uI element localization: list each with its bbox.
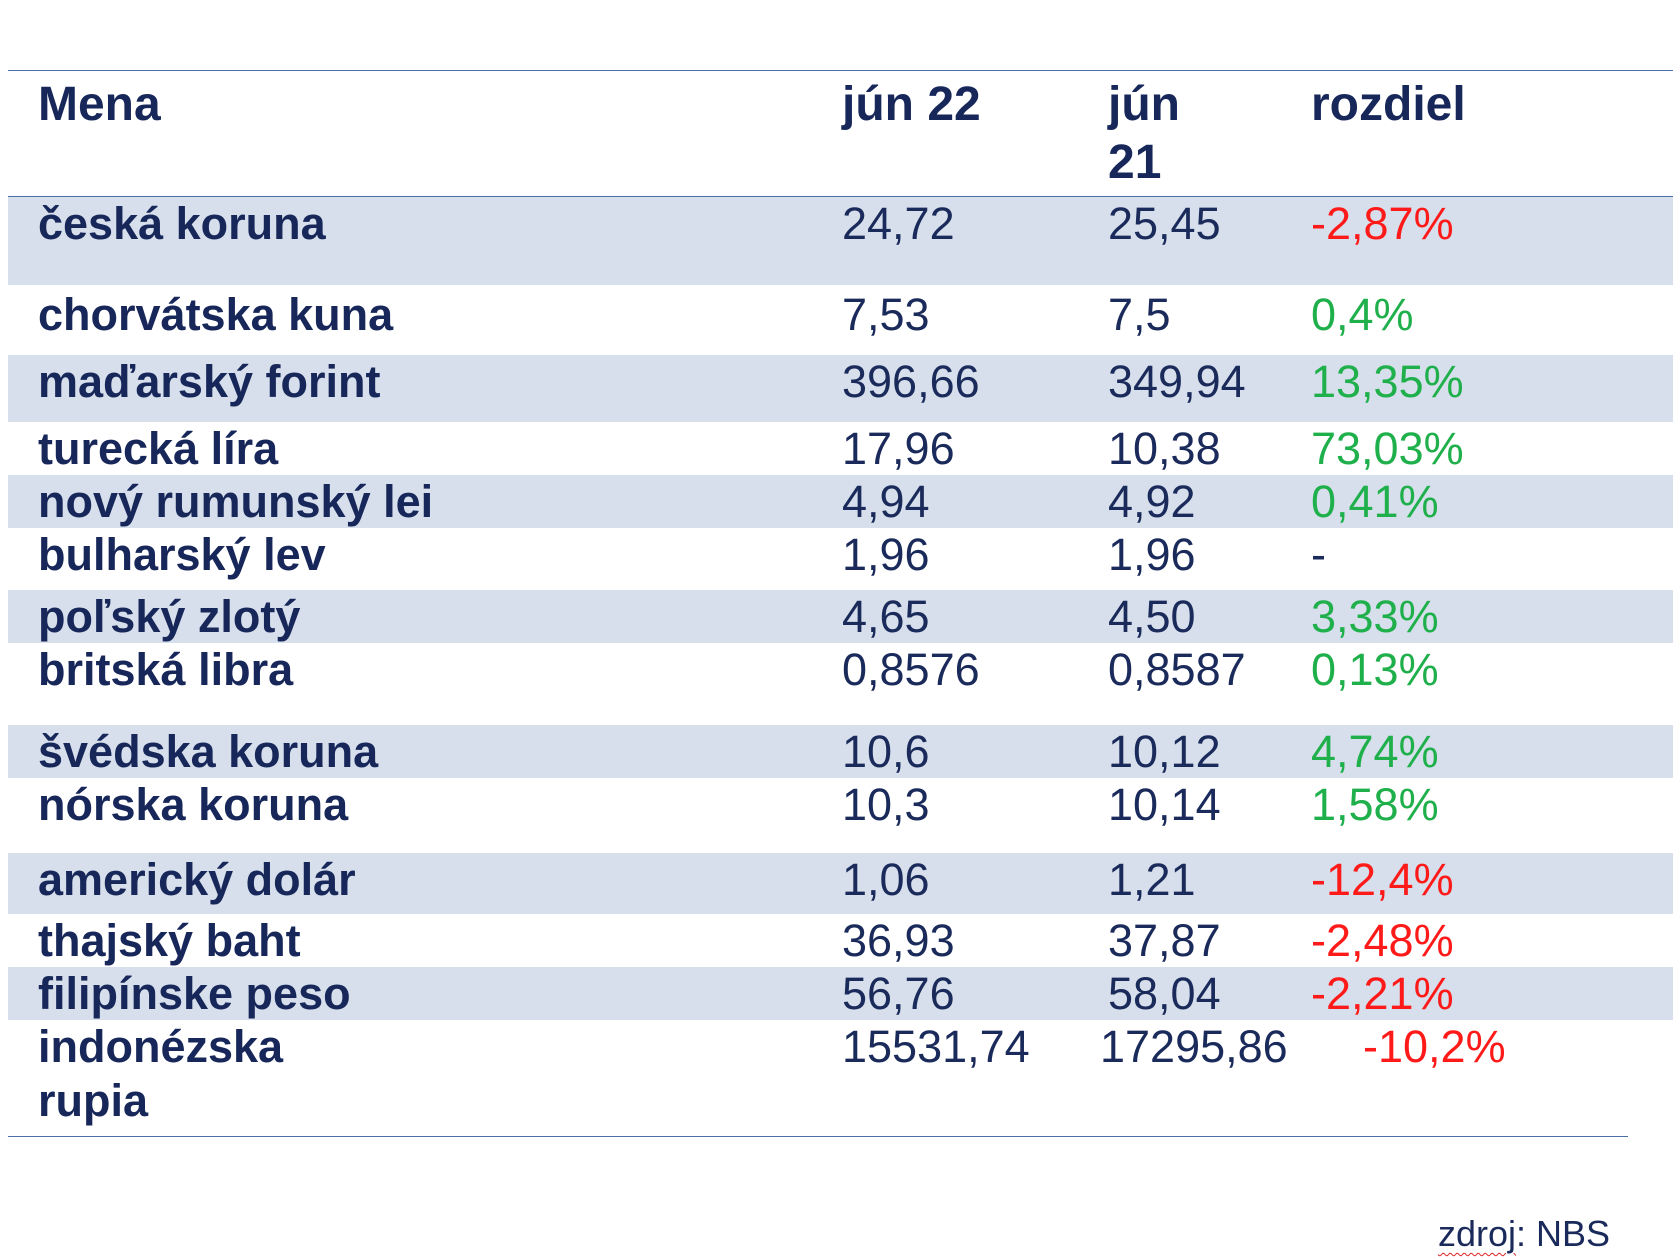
currency-name: bulharský lev <box>38 529 326 580</box>
rate-jun22: 7,53 <box>842 289 930 340</box>
currency-name: maďarský forint <box>38 356 381 407</box>
source-label: zdroj <box>1438 1213 1517 1254</box>
header-jun21: jún 21 <box>1108 78 1180 189</box>
table-row: thajský baht 36,93 37,87 -2,48% <box>8 914 1673 967</box>
rate-jun22: 36,93 <box>842 915 955 966</box>
rate-jun21: 4,50 <box>1108 591 1196 642</box>
table-row: indonézska rupia 15531,74 17295,86 -10,2% <box>8 1020 1673 1136</box>
rate-jun21: 0,8587 <box>1108 644 1246 695</box>
rate-difference: 0,13% <box>1311 644 1439 695</box>
rate-jun22: 15531,74 <box>842 1021 1030 1072</box>
rate-jun21: 349,94 <box>1108 356 1246 407</box>
currency-name: nórska koruna <box>38 779 349 830</box>
rate-jun21: 10,12 <box>1108 726 1221 777</box>
rate-jun21: 58,04 <box>1108 968 1221 1019</box>
rate-jun22: 0,8576 <box>842 644 980 695</box>
rate-jun21: 17295,86 <box>1100 1021 1288 1072</box>
rate-difference: 1,58% <box>1311 779 1439 830</box>
currency-name: poľský zlotý <box>38 591 301 642</box>
table-row: nórska koruna 10,3 10,14 1,58% <box>8 778 1673 853</box>
currency-table: Mena jún 22 jún 21 rozdiel česká koruna 2… <box>8 70 1673 1140</box>
currency-name: thajský baht <box>38 915 301 966</box>
currency-name: česká koruna <box>38 198 326 249</box>
rate-difference: - <box>1311 529 1326 580</box>
currency-name: turecká líra <box>38 423 279 474</box>
rate-jun22: 10,6 <box>842 726 930 777</box>
rate-difference: 13,35% <box>1311 356 1464 407</box>
rate-difference: -10,2% <box>1363 1021 1506 1072</box>
table-top-rule <box>8 70 1673 71</box>
rate-jun22: 17,96 <box>842 423 955 474</box>
rate-jun22: 4,65 <box>842 591 930 642</box>
currency-name: švédska koruna <box>38 726 379 777</box>
rate-jun22: 4,94 <box>842 476 930 527</box>
header-difference: rozdiel <box>1311 78 1466 131</box>
table-row: filipínske peso 56,76 58,04 -2,21% <box>8 967 1673 1020</box>
table-row: švédska koruna 10,6 10,12 4,74% <box>8 725 1673 778</box>
rate-jun21: 7,5 <box>1108 289 1171 340</box>
rate-difference: 3,33% <box>1311 591 1439 642</box>
source-value: : NBS <box>1516 1213 1611 1254</box>
rate-difference: 0,4% <box>1311 289 1414 340</box>
rate-jun21: 10,14 <box>1108 779 1221 830</box>
header-bottom-rule <box>8 196 1673 197</box>
rate-jun22: 24,72 <box>842 198 955 249</box>
table-row: britská libra 0,8576 0,8587 0,13% <box>8 643 1673 725</box>
rate-difference: -2,87% <box>1311 198 1454 249</box>
table-bottom-rule <box>8 1136 1628 1137</box>
rate-jun22: 1,96 <box>842 529 930 580</box>
rate-jun22: 10,3 <box>842 779 930 830</box>
table-row: nový rumunský lei 4,94 4,92 0,41% <box>8 475 1673 528</box>
header-currency: Mena <box>38 78 161 131</box>
rate-jun21: 1,21 <box>1108 854 1196 905</box>
rate-jun21: 25,45 <box>1108 198 1221 249</box>
table-header-row: Mena jún 22 jún 21 rozdiel <box>8 70 1673 196</box>
rate-jun21: 4,92 <box>1108 476 1196 527</box>
rate-difference: 0,41% <box>1311 476 1439 527</box>
rate-difference: -2,48% <box>1311 915 1454 966</box>
rate-jun22: 396,66 <box>842 356 980 407</box>
table-row: turecká líra 17,96 10,38 73,03% <box>8 422 1673 475</box>
source-note: zdroj: NBS <box>1438 1212 1610 1256</box>
table-row: bulharský lev 1,96 1,96 - <box>8 528 1673 590</box>
rate-jun21: 1,96 <box>1108 529 1196 580</box>
rate-difference: -2,21% <box>1311 968 1454 1019</box>
currency-name: nový rumunský lei <box>38 476 434 527</box>
currency-name: filipínske peso <box>38 968 351 1019</box>
table-row: poľský zlotý 4,65 4,50 3,33% <box>8 590 1673 643</box>
rate-jun22: 1,06 <box>842 854 930 905</box>
rate-difference: 73,03% <box>1311 423 1464 474</box>
rate-jun22: 56,76 <box>842 968 955 1019</box>
rate-jun21: 10,38 <box>1108 423 1221 474</box>
currency-name: americký dolár <box>38 854 356 905</box>
rate-difference: -12,4% <box>1311 854 1454 905</box>
currency-name: britská libra <box>38 644 294 695</box>
currency-name: indonézska rupia <box>38 1021 284 1126</box>
rate-difference: 4,74% <box>1311 726 1439 777</box>
table-row: chorvátska kuna 7,53 7,5 0,4% <box>8 285 1673 355</box>
currency-name: chorvátska kuna <box>38 289 394 340</box>
table-row: maďarský forint 396,66 349,94 13,35% <box>8 355 1673 422</box>
table-row: americký dolár 1,06 1,21 -12,4% <box>8 853 1673 914</box>
table-row: česká koruna 24,72 25,45 -2,87% <box>8 197 1673 285</box>
rate-jun21: 37,87 <box>1108 915 1221 966</box>
header-jun22: jún 22 <box>842 78 981 131</box>
